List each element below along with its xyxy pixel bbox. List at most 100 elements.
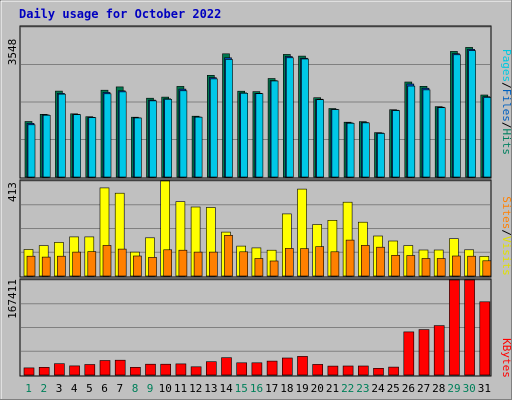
- day-label: 12: [189, 382, 202, 395]
- day-label: 3: [56, 382, 63, 395]
- bottom-kbytes-bar: [190, 366, 202, 376]
- middle-sites-bar: [391, 255, 400, 277]
- top-pages-bar: [194, 116, 203, 178]
- bottom-kbytes-bar: [130, 366, 141, 376]
- day-label: 9: [147, 382, 154, 395]
- top-legend: Pages/Files/Hits: [500, 49, 512, 155]
- middle-sites-bar: [57, 255, 66, 277]
- middle-sites-bar: [254, 258, 264, 277]
- middle-sites-bar: [300, 248, 309, 277]
- day-label: 15: [235, 382, 248, 395]
- day-label: 17: [265, 382, 278, 395]
- bottom-kbytes-bar: [160, 363, 171, 376]
- day-label: 1: [25, 382, 32, 395]
- day-label: 19: [295, 382, 308, 395]
- top-legend-entry: /: [500, 82, 512, 89]
- day-label: 7: [116, 382, 123, 395]
- bottom-kbytes-bar: [479, 301, 491, 376]
- middle-sites-bar: [269, 260, 279, 277]
- day-label: 26: [402, 382, 415, 395]
- bottom-kbytes-bar: [297, 356, 308, 376]
- labels-layer: 3 54 8 Pages/Files/Hits 413 Sites/Visits 16741…: [6, 39, 512, 395]
- middle-sites-bar: [436, 258, 446, 277]
- day-label: 14: [219, 382, 233, 395]
- middle-legend-entry: Sites: [500, 196, 512, 229]
- top-pages-bar: [164, 99, 172, 178]
- top-pages-bar: [437, 107, 446, 178]
- day-label: 4: [71, 382, 78, 395]
- middle-sites-bar: [284, 248, 294, 277]
- top-pages-bar: [210, 78, 218, 178]
- top-pages-bar: [468, 50, 476, 178]
- day-label: 13: [204, 382, 217, 395]
- top-pages-bar: [316, 99, 325, 178]
- day-label: 27: [417, 382, 430, 395]
- middle-sites-bar: [87, 251, 97, 277]
- top-legend-entry: Files: [500, 89, 512, 122]
- bottom-kbytes-bar: [221, 357, 232, 376]
- top-pages-bar: [361, 122, 370, 178]
- bottom-kbytes-bar: [312, 364, 324, 376]
- bottom-legend-entry: KBytes: [500, 338, 512, 378]
- top-pages-bar: [346, 123, 355, 178]
- bottom-kbytes-bar: [114, 359, 126, 376]
- day-label: 10: [159, 382, 172, 395]
- middle-sites-bar: [482, 260, 492, 277]
- top-pages-bar: [58, 93, 66, 178]
- bars-layer: [23, 47, 492, 376]
- top-legend-entry: /: [500, 122, 512, 129]
- bottom-kbytes-bar: [266, 360, 278, 376]
- day-label: 8: [132, 382, 139, 395]
- middle-sites-bar: [406, 255, 416, 277]
- top-pages-bar: [331, 109, 340, 178]
- top-pages-bar: [103, 93, 112, 178]
- middle-legend-entry: /: [500, 229, 512, 236]
- middle-max-label: 413: [6, 182, 19, 202]
- day-label: 31: [478, 382, 491, 395]
- top-pages-bar: [453, 54, 461, 178]
- top-pages-bar: [422, 89, 431, 178]
- bottom-kbytes-bar: [281, 357, 293, 376]
- middle-sites-bar: [72, 251, 81, 277]
- bottom-kbytes-bar: [54, 363, 65, 376]
- day-label: 28: [432, 382, 445, 395]
- day-label: 18: [280, 382, 293, 395]
- middle-sites-bar: [452, 255, 461, 277]
- top-pages-bar: [285, 57, 294, 178]
- middle-sites-bar: [421, 258, 431, 277]
- middle-legend: Sites/Visits: [500, 196, 512, 276]
- day-label: 22: [341, 382, 354, 395]
- middle-sites-bar: [41, 256, 51, 277]
- bottom-kbytes-bar: [236, 362, 247, 376]
- top-pages-bar: [240, 93, 248, 178]
- middle-sites-bar: [224, 235, 233, 277]
- middle-sites-bar: [376, 246, 385, 277]
- middle-sites-bar: [102, 245, 112, 277]
- top-pages-bar: [392, 110, 400, 178]
- top-pages-bar: [27, 124, 36, 178]
- top-pages-bar: [179, 90, 188, 178]
- bottom-legend: KBytes: [500, 338, 512, 378]
- top-pages-bar: [134, 117, 142, 178]
- middle-sites-bar: [117, 248, 127, 277]
- bottom-kbytes-bar: [99, 360, 111, 376]
- top-pages-bar: [377, 133, 385, 178]
- day-label: 6: [101, 382, 108, 395]
- bottom-kbytes-bar: [388, 366, 399, 376]
- top-pages-bar: [118, 91, 127, 178]
- middle-sites-bar: [133, 255, 142, 277]
- top-pages-bar: [42, 115, 51, 178]
- middle-sites-bar: [148, 257, 157, 277]
- top-pages-bar: [225, 59, 233, 178]
- bottom-kbytes-bar: [23, 367, 35, 376]
- bottom-kbytes-bar: [449, 279, 460, 376]
- day-label: 29: [447, 382, 460, 395]
- day-label: 23: [356, 382, 369, 395]
- top-legend-entry: Pages: [500, 49, 512, 82]
- bottom-max-label: 167411: [6, 279, 19, 319]
- day-label: 5: [86, 382, 93, 395]
- bottom-kbytes-bar: [206, 361, 217, 376]
- bottom-kbytes-bar: [433, 325, 445, 376]
- top-pages-bar: [73, 114, 81, 178]
